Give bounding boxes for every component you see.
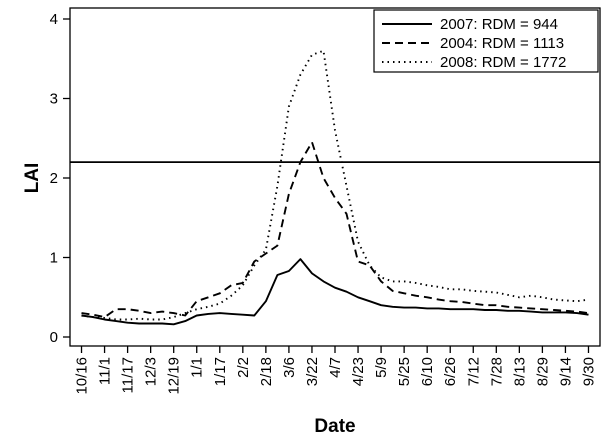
legend-box (373, 9, 599, 73)
x-tick-label: 6/26 (442, 357, 459, 386)
x-tick-label: 4/23 (350, 357, 367, 386)
y-tick-label: 3 (50, 91, 58, 108)
x-tick-label: 10/16 (74, 357, 91, 395)
x-tick-label: 9/30 (580, 357, 597, 386)
x-tick-label: 8/29 (534, 357, 551, 386)
x-tick-label: 3/22 (304, 357, 321, 386)
x-tick-label: 7/28 (488, 357, 505, 386)
x-tick-label: 4/7 (327, 357, 344, 378)
x-axis-title: Date (314, 416, 355, 437)
series-layer (81, 49, 589, 326)
x-tick-label: 1/1 (189, 357, 206, 378)
x-tick-label: 12/3 (143, 357, 160, 386)
x-tick-label: 11/1 (97, 357, 114, 385)
y-tick-label: 1 (50, 250, 58, 267)
x-tick-label: 8/13 (511, 357, 528, 386)
y-tick-label: 0 (50, 329, 58, 346)
legend-entry-label: 2007: RDM = 944 (440, 16, 558, 33)
x-tick-label: 5/9 (373, 357, 390, 378)
x-tick-label: 2/18 (258, 357, 275, 386)
x-tick-label: 11/17 (120, 357, 137, 393)
legend: 2007: RDM = 944 2004: RDM = 1113 2008: RDM… (373, 9, 599, 73)
x-axis: 10/16 11/1 11/17 12/3 12/19 1/1 1/17 2/2 2/18 3/6… (74, 346, 597, 395)
series-line-dashed (81, 141, 589, 319)
series-line-dotted (81, 49, 589, 321)
x-tick-label: 9/14 (557, 357, 574, 386)
y-tick-label: 2 (50, 170, 58, 187)
legend-entry-label: 2004: RDM = 1113 (440, 35, 564, 52)
y-axis: 0 1 2 3 4 (50, 11, 70, 346)
x-tick-label: 3/6 (281, 357, 298, 378)
x-tick-label: 7/12 (465, 357, 482, 386)
legend-entry-label: 2008: RDM = 1772 (440, 54, 566, 71)
series-line-solid (81, 258, 589, 326)
y-tick-label: 4 (50, 11, 58, 28)
x-tick-label: 5/25 (396, 357, 413, 386)
x-tick-label: 6/10 (419, 357, 436, 386)
y-axis-title: LAI (22, 163, 43, 194)
x-tick-label: 12/19 (166, 357, 183, 395)
x-tick-label: 2/2 (235, 357, 252, 378)
x-tick-label: 1/17 (212, 357, 229, 386)
